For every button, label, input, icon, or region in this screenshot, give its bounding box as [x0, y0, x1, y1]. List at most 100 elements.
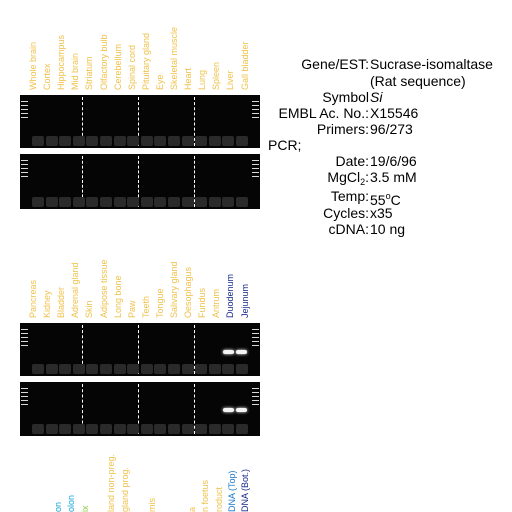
primer-dimer-smear	[113, 424, 126, 434]
primers-label: Primers:	[316, 121, 369, 137]
primer-dimer-smear	[113, 136, 126, 146]
primer-dimer-smear	[86, 364, 99, 374]
primer-dimer-smear	[195, 197, 208, 207]
primer-dimer-smear	[86, 424, 99, 434]
primers-value: 96/273	[370, 121, 413, 137]
primer-dimer-smear	[127, 424, 140, 434]
lane-label-text: Duodenum	[225, 273, 236, 318]
lane-group-divider	[138, 384, 139, 434]
lane-label-text: Kidney	[42, 290, 53, 318]
lane-group-divider	[194, 325, 195, 374]
size-marker-ladder	[252, 388, 259, 408]
cdna-label: cDNA:	[328, 221, 369, 237]
mgcl2-label: MgCl2:	[327, 169, 369, 187]
primer-dimer-smear	[32, 364, 44, 374]
gel-image-middle-1	[20, 323, 260, 376]
primer-dimer-smear	[113, 197, 126, 207]
symbol-label: Symbol	[322, 89, 369, 105]
cdna-value: 10 ng	[370, 221, 406, 237]
primer-dimer-smear	[222, 136, 235, 146]
lane-group-divider	[194, 384, 195, 434]
primer-dimer-smear	[86, 136, 99, 146]
primer-dimer-smear	[181, 136, 194, 146]
lane-label-text: ix	[79, 505, 90, 512]
lane-label-text: DNA (Bot.)	[240, 468, 251, 512]
primer-dimer-smear	[72, 136, 85, 146]
size-marker-ladder	[21, 388, 28, 408]
lane-label-text: mis	[146, 498, 157, 512]
primer-dimer-smear	[72, 197, 85, 207]
primer-dimer-smear	[100, 136, 112, 146]
lane-label-text: Teeth	[140, 295, 151, 318]
lane-label-text: Jejunum	[239, 283, 250, 318]
primer-dimer-smear	[154, 364, 167, 374]
primer-dimer-smear	[140, 197, 153, 207]
primer-dimer-smear	[168, 136, 180, 146]
embl-label: EMBL Ac. No.:	[278, 105, 369, 121]
lane-label-text: Paw	[126, 300, 137, 318]
gene-value-species: (Rat sequence)	[370, 73, 466, 89]
lane-group-divider	[82, 384, 83, 434]
lane-label-text: Antrum	[211, 288, 222, 318]
lane-label-text: Long bone	[112, 275, 123, 318]
lane-label-text: gland prog.	[119, 466, 130, 512]
lane-group-divider	[82, 325, 83, 374]
symbol-value: Si	[370, 89, 383, 105]
size-marker-ladder	[21, 329, 28, 349]
size-marker-ladder	[252, 329, 259, 349]
primer-dimer-smear	[222, 424, 235, 434]
primer-dimer-smear	[127, 136, 140, 146]
primer-dimer-smear	[195, 364, 208, 374]
primer-dimer-smear	[181, 424, 194, 434]
primer-dimer-smear	[45, 197, 58, 207]
lane-label-text: land non-preg.	[106, 453, 117, 512]
primer-dimer-smear	[208, 136, 221, 146]
primer-dimer-smear	[100, 364, 112, 374]
lane-group-divider	[82, 156, 83, 207]
lane-group-divider	[194, 156, 195, 207]
size-marker-ladder	[252, 160, 259, 180]
primer-dimer-smear	[154, 197, 167, 207]
primer-dimer-smear	[45, 424, 58, 434]
size-marker-ladder	[21, 160, 28, 180]
primer-dimer-smear	[72, 424, 85, 434]
primer-dimer-smear	[100, 424, 112, 434]
lane-label-text: DNA (Top)	[227, 470, 237, 512]
size-marker-ladder	[252, 101, 259, 121]
lane-label-text: on	[52, 501, 63, 512]
lane-label-text: Adrenal gland	[70, 262, 81, 318]
primer-dimer-smear	[236, 424, 248, 434]
lane-group-divider	[138, 156, 139, 207]
primer-dimer-smear	[140, 136, 153, 146]
primer-dimer-smear	[140, 424, 153, 434]
primer-dimer-smear	[181, 197, 194, 207]
lane-group-divider	[138, 97, 139, 146]
primer-dimer-smear	[32, 424, 44, 434]
lane-label-text: roduct	[213, 486, 224, 512]
size-marker-ladder	[21, 101, 28, 121]
cycles-label: Cycles:	[323, 205, 369, 221]
primer-dimer-smear	[100, 197, 112, 207]
primer-dimer-smear	[236, 136, 248, 146]
lane-label-text: Fundus	[197, 287, 208, 318]
primer-dimer-smear	[236, 197, 248, 207]
primer-dimer-smear	[208, 197, 221, 207]
lane-label-text: Oesophagus	[183, 266, 194, 318]
lane-group-divider	[138, 325, 139, 374]
pcr-label: PCR;	[268, 137, 302, 153]
primer-dimer-smear	[222, 197, 235, 207]
mgcl2-value: 3.5 mM	[370, 169, 417, 185]
lane-label-text: n foetus	[200, 479, 211, 512]
lane-group-divider	[194, 97, 195, 146]
primer-dimer-smear	[127, 364, 140, 374]
gel-image-top-1	[20, 95, 260, 148]
pcr-band	[236, 350, 247, 354]
primer-dimer-smear	[32, 136, 44, 146]
primer-dimer-smear	[59, 197, 72, 207]
primer-dimer-smear	[59, 136, 72, 146]
primer-dimer-smear	[168, 197, 180, 207]
primer-dimer-smear	[154, 424, 167, 434]
primer-dimer-smear	[72, 364, 85, 374]
primer-dimer-smear	[236, 364, 248, 374]
